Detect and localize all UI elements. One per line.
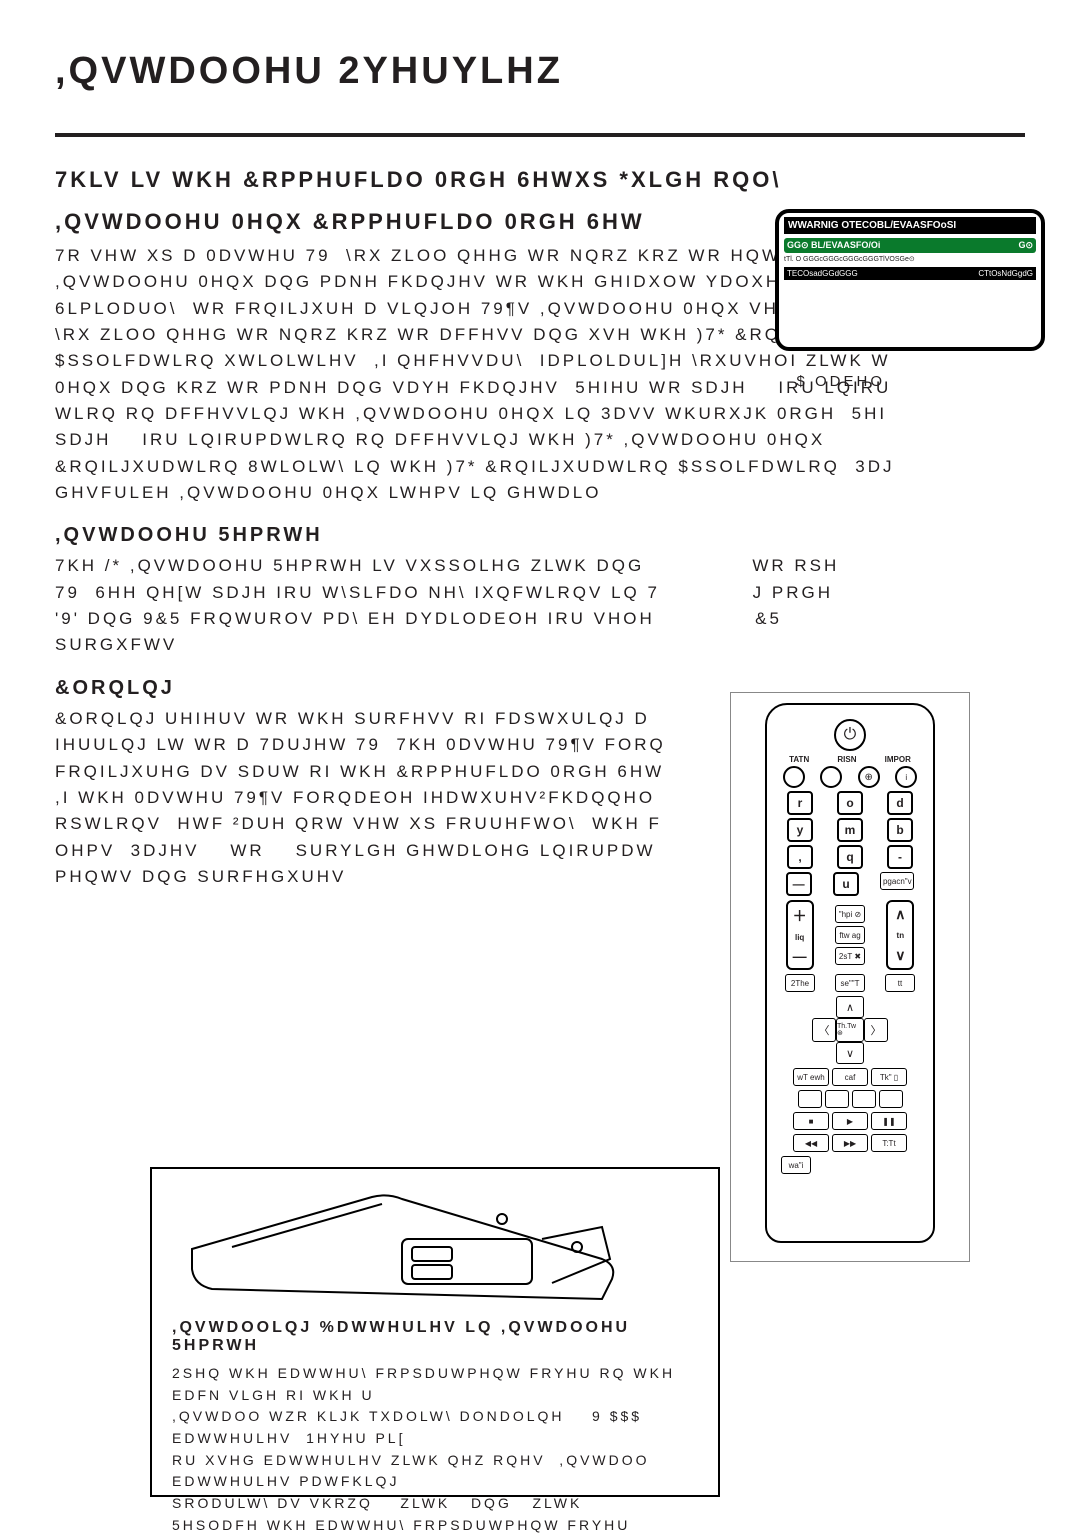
label-warning-top-left: WWARNIG OTECOBL/EVAASFOoSI <box>788 220 956 231</box>
row6-btn: se""T <box>835 974 865 992</box>
figure-steps: 2SHQ WKH EDWWHU\ FRPSDUWPHQW FRYHU RQ WK… <box>172 1363 698 1537</box>
label-bottom-right: CTtOsNdGgdG <box>978 269 1033 278</box>
label-tiny-line: tTl. O GGGcGGGcGGGcGGGTlVOSGe⊙ <box>784 256 1036 264</box>
battery-figure: ,QVWDOOLQJ %DWWHULHV LQ ,QVWDOOHU 5HPRWH… <box>150 1167 720 1497</box>
row6-btn: tt <box>885 974 915 992</box>
figure-caption: ,QVWDOOLQJ %DWWHULHV LQ ,QVWDOOHU 5HPRWH <box>172 1319 698 1355</box>
label-green-left: GG⊙ BL/EVAASFO/Oi <box>787 240 880 251</box>
key-r: r <box>787 791 813 815</box>
power-icon: ⏻ <box>834 719 866 751</box>
volume-rocker: ＋ liq — <box>786 900 814 970</box>
key-d: d <box>887 791 913 815</box>
remote-label-2: IMPOR <box>885 755 911 764</box>
remote-label-1: RISN <box>837 755 856 764</box>
media-stop: ■ <box>793 1112 829 1130</box>
remote-label-0: TATN <box>789 755 809 764</box>
page-title: ,QVWDOOHU 2YHUYLHZ <box>55 50 1025 93</box>
color-btn <box>798 1090 822 1108</box>
row6-btn: 2The <box>785 974 815 992</box>
safety-label: WWARNIG OTECOBL/EVAASFOoSI GG⊙ BL/EVAASF… <box>775 209 1045 351</box>
trio-btn: caf <box>832 1068 868 1086</box>
key-u: u <box>833 872 859 896</box>
label-green-right: G⊙ <box>1018 240 1033 251</box>
key-dash: - <box>887 845 913 869</box>
channel-rocker: ∧ tn ∨ <box>886 900 914 970</box>
remote-illustration: ⏻ TATN RISN IMPOR ⊕ i r o d <box>730 692 970 1262</box>
key-o: o <box>837 791 863 815</box>
circle-button <box>820 766 842 788</box>
divider <box>55 133 1025 137</box>
heading-setup-guide: 7KLV LV WKH &RPPHUFLDO 0RGH 6HWXS *XLGH … <box>55 167 1025 193</box>
mid-btn: "hpi ⊘ <box>835 905 865 923</box>
circle-button <box>783 766 805 788</box>
key-q: q <box>837 845 863 869</box>
trio-btn: wT ewh <box>793 1068 829 1086</box>
mid-btn: ftw ag <box>835 926 865 944</box>
circle-button: i <box>895 766 917 788</box>
heading-installer-remote: ,QVWDOOHU 5HPRWH <box>55 524 1025 547</box>
color-btn <box>825 1090 849 1108</box>
label-bottom-left: TECOsadGGdGGG <box>787 269 858 278</box>
key-mdash: — <box>786 872 812 896</box>
key-b: b <box>887 818 913 842</box>
key-m: m <box>837 818 863 842</box>
remote-battery-drawing <box>172 1189 698 1309</box>
label-caption: $ ODEHO <box>796 373 885 390</box>
dpad: ∧ 〈Th.Tw ⊛〉 ∨ <box>775 996 925 1064</box>
mid-btn: 2sT ✖ <box>835 947 865 965</box>
media-pause: ❚❚ <box>871 1112 907 1130</box>
key-pgacn: pgacn"v <box>880 872 914 890</box>
media-ff: ▶▶ <box>832 1134 868 1152</box>
circle-button: ⊕ <box>858 766 880 788</box>
media-tt: T:Tt <box>871 1134 907 1152</box>
color-btn <box>879 1090 903 1108</box>
media-play: ▶ <box>832 1112 868 1130</box>
para-installer-remote: 7KH /* ,QVWDOOHU 5HPRWH LV VXSSOLHG ZLWK… <box>55 553 1025 658</box>
key-y: y <box>787 818 813 842</box>
trio-btn: Tk" ▯ <box>871 1068 907 1086</box>
color-btn <box>852 1090 876 1108</box>
bottom-btn: wa"i <box>781 1156 811 1174</box>
key-comma: , <box>787 845 813 869</box>
media-rew: ◀◀ <box>793 1134 829 1152</box>
